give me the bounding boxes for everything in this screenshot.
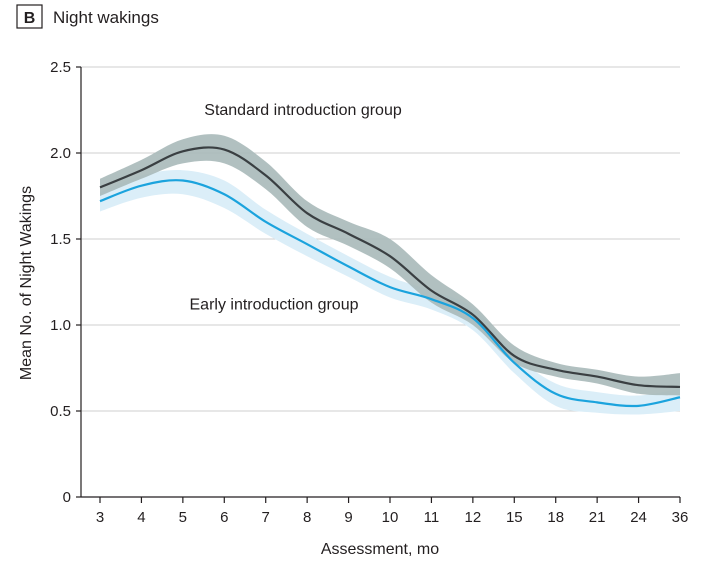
- x-tick-label: 12: [465, 509, 482, 526]
- standard-ci-band: [100, 134, 680, 396]
- y-axis-label: Mean No. of Night Wakings: [18, 186, 35, 380]
- panel-letter: B: [24, 10, 36, 27]
- x-tick-label: 15: [506, 509, 523, 526]
- x-tick-label: 5: [179, 509, 187, 526]
- x-tick-label: 9: [344, 509, 352, 526]
- x-tick-label: 10: [382, 509, 399, 526]
- panel-letter-box: [16, 4, 43, 29]
- x-tick-label: 18: [547, 509, 564, 526]
- confidence-bands: [100, 134, 680, 415]
- y-tick-label: 2.0: [50, 145, 71, 162]
- y-tick-label: 0.5: [50, 403, 71, 420]
- axes: 0 0.5 1.0 1.5 2.0 2.5 3 4 5 6 7 8 9 10 11 12 15 18 21 24 36: [50, 59, 688, 526]
- early-series-label: Early introduction group: [190, 296, 359, 313]
- x-tick-label: 8: [303, 509, 311, 526]
- x-tick-label: 11: [424, 509, 440, 526]
- x-tick-label: 21: [589, 509, 606, 526]
- x-tick-label: 24: [630, 509, 647, 526]
- series-labels: Standard introduction group Early introdu…: [190, 102, 402, 313]
- x-tick-label: 3: [96, 509, 104, 526]
- x-tick-label: 6: [220, 509, 228, 526]
- y-tick-label: 1.5: [50, 231, 71, 248]
- chart-title: Night wakings: [53, 8, 159, 27]
- x-axis-label: Assessment, mo: [321, 541, 439, 558]
- x-tick-label: 36: [672, 509, 689, 526]
- early-series-line: [99, 179, 681, 408]
- x-tick-label: 7: [262, 509, 270, 526]
- x-tick-label: 4: [137, 509, 145, 526]
- standard-series-label: Standard introduction group: [204, 102, 402, 119]
- early-ci-band: [100, 170, 680, 415]
- standard-series-line: [99, 146, 681, 389]
- y-tick-label: 1.0: [50, 317, 71, 334]
- y-tick-label: 2.5: [50, 59, 71, 76]
- y-tick-label: 0: [63, 489, 71, 506]
- series-lines: [99, 146, 681, 408]
